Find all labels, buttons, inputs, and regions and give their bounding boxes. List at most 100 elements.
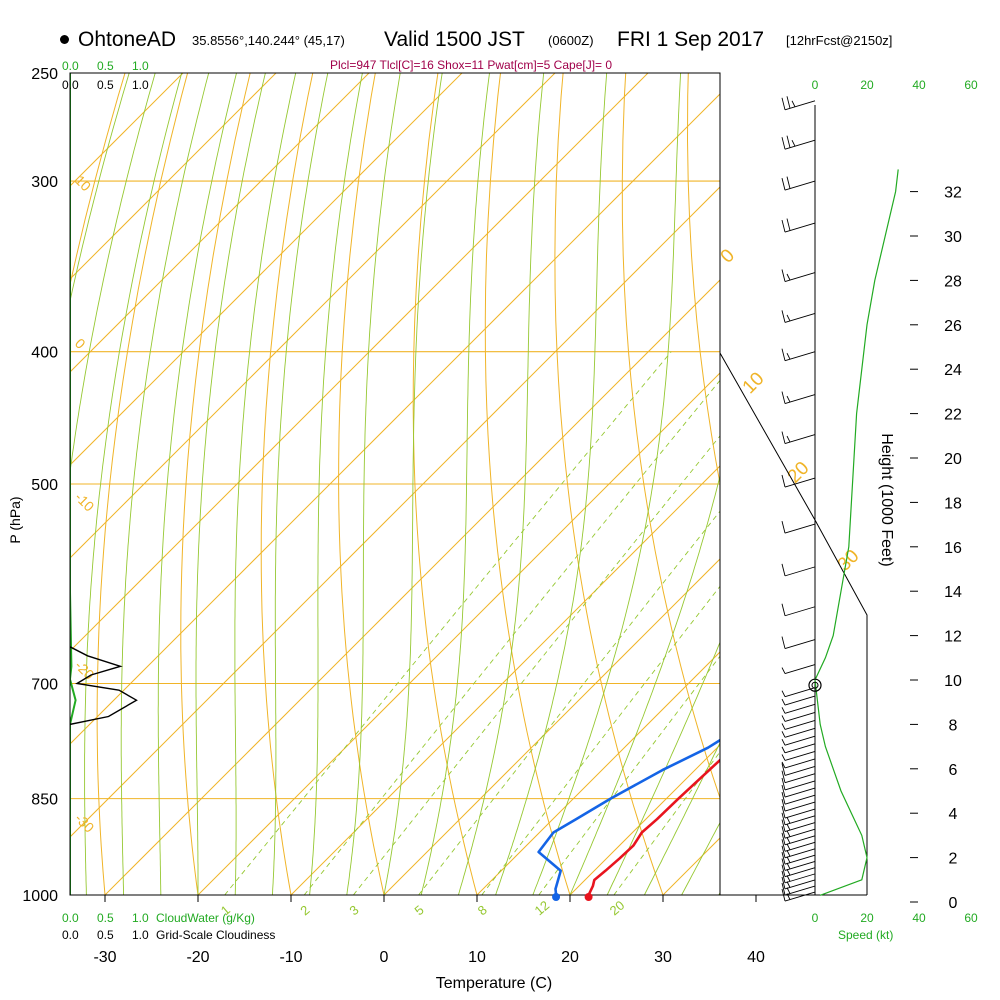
mixing-ratio-label: 3 — [346, 902, 361, 918]
plot-border — [69, 72, 721, 896]
height-tick-label: 10 — [944, 673, 962, 690]
station-dot-icon — [60, 35, 69, 44]
x-tick-label: 10 — [468, 949, 486, 966]
cloudwater-label: CloudWater (g/Kg) — [156, 911, 255, 925]
wind-barb-flag — [781, 219, 786, 233]
cloudwater-scale-top: 0.0 — [62, 59, 79, 73]
wind-barb-staff — [784, 434, 816, 444]
height-tick-label: 6 — [949, 762, 958, 779]
height-tick-label: 0 — [949, 895, 958, 912]
wind-barb-flag — [781, 754, 786, 761]
dry-adiabat-line — [936, 49, 1000, 895]
freezing-level-marker-outer — [808, 678, 822, 692]
dry-adiabat-line — [180, 73, 251, 895]
wind-barb-flag — [781, 698, 786, 706]
x-tick-label: 20 — [561, 949, 579, 966]
wind-barb-flag — [781, 882, 786, 896]
wind-barb — [781, 391, 816, 405]
wind-barb-flag — [786, 395, 791, 403]
wind-barb-flag — [781, 870, 786, 883]
moist-adiabat-line — [271, 73, 329, 895]
wind-barb-flag — [781, 832, 786, 845]
wind-barb — [781, 474, 816, 488]
wind-barb-staff — [784, 743, 816, 754]
cloudiness-scale-bottom: 0.0 — [62, 928, 79, 942]
mixing-ratio-line — [224, 351, 672, 895]
wind-barb-flag — [786, 435, 791, 443]
wind-barb-staff — [784, 272, 816, 282]
pressure-tick-label: 400 — [31, 345, 58, 362]
wind-barb-flag — [781, 826, 786, 839]
forecast-info: [12hrFcst@2150z] — [786, 33, 893, 48]
wind-barb-staff — [784, 351, 816, 362]
speed-tick-top: 60 — [964, 78, 978, 92]
x-tick-label: -20 — [186, 949, 209, 966]
dry-adiabat-line — [260, 73, 314, 895]
dry-adiabat-line — [96, 73, 189, 895]
wind-barb-flag — [786, 314, 791, 322]
wind-barb-flag — [781, 97, 786, 110]
wind-barb-flag — [786, 218, 791, 231]
temperature-surface-dot — [584, 893, 593, 901]
wind-barb-flag — [781, 858, 786, 871]
wind-barb-staff — [784, 787, 816, 798]
wind-barb-flag — [786, 856, 791, 863]
wind-barb — [781, 777, 816, 791]
height-tick-label: 24 — [944, 362, 962, 379]
wind-barb — [781, 743, 816, 754]
wind-barb-flag — [781, 784, 786, 798]
wind-barb — [781, 695, 816, 706]
wind-barb-staff — [784, 695, 816, 706]
wind-speed-line — [814, 169, 899, 896]
wind-barb-flag — [781, 746, 786, 754]
speed-label: Speed (kt) — [838, 928, 893, 942]
wind-barb — [781, 664, 816, 675]
moist-adiabat-line — [420, 73, 490, 895]
isotherm-line — [70, 73, 370, 373]
wind-barb — [781, 727, 816, 738]
wind-barb — [781, 563, 816, 577]
wind-barb — [781, 812, 816, 826]
dry-adiabat-line — [0, 49, 9, 895]
wind-barb — [781, 758, 816, 769]
wind-barb — [781, 176, 816, 191]
wind-barb-flag — [786, 352, 791, 360]
wind-barb — [781, 636, 816, 649]
moist-adiabat-line — [643, 741, 720, 895]
dry-adiabat-line — [751, 49, 942, 895]
wind-barb-staff — [784, 773, 816, 784]
x-tick-label: 0 — [380, 949, 389, 966]
wind-barb-flag — [786, 843, 791, 851]
wind-barb-staff — [784, 751, 816, 761]
height-tick-label: 8 — [949, 717, 958, 734]
x-tick-label: -30 — [93, 949, 116, 966]
mixing-ratio-label: 8 — [475, 902, 490, 918]
wind-barb — [781, 832, 816, 846]
wind-barb-staff — [784, 703, 816, 714]
wind-barb-flag — [786, 176, 791, 189]
x-tick-label: 30 — [654, 949, 672, 966]
speed-tick-top: 0 — [812, 78, 819, 92]
wind-barb — [781, 819, 816, 832]
wind-barb-staff — [784, 720, 816, 730]
isotherm-line — [476, 651, 720, 895]
wind-barb-flag — [781, 819, 786, 832]
wind-barb-flag — [781, 792, 786, 805]
height-tick-label: 16 — [944, 540, 962, 557]
wind-barb — [781, 784, 816, 798]
wind-barb — [781, 852, 816, 865]
wind-barb — [781, 348, 816, 362]
wind-barb — [781, 839, 816, 852]
wind-barb-flag — [781, 763, 786, 776]
cloudwater-scale-bottom: 1.0 — [132, 911, 149, 925]
wind-barb-flag — [781, 521, 786, 534]
moist-adiabat-line — [495, 73, 608, 895]
utc-time: (0600Z) — [548, 33, 594, 48]
dewpoint-line — [537, 738, 720, 895]
wind-barb — [781, 826, 816, 839]
moist-adiabat-line — [309, 73, 363, 895]
moist-adiabat-line — [157, 73, 237, 895]
wind-barb-flag — [786, 830, 791, 837]
wind-barb — [781, 799, 816, 812]
wind-barb — [781, 218, 816, 233]
